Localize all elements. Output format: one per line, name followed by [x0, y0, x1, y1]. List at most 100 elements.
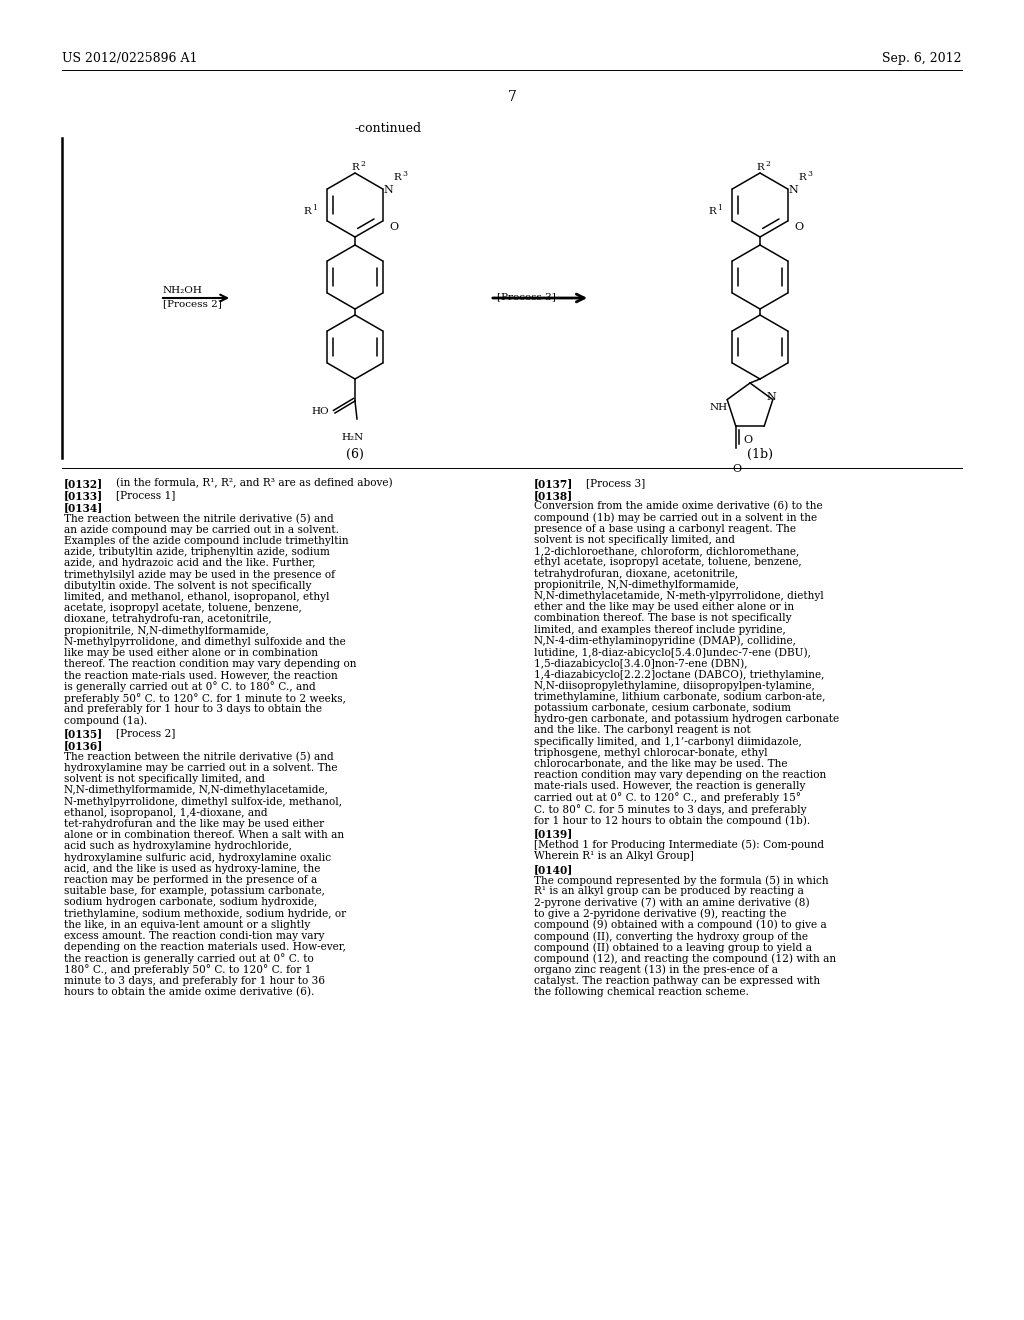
Text: the reaction is generally carried out at 0° C. to: the reaction is generally carried out at…	[63, 953, 313, 965]
Text: HO: HO	[311, 407, 329, 416]
Text: R¹ is an alkyl group can be produced by reacting a: R¹ is an alkyl group can be produced by …	[534, 886, 804, 896]
Text: solvent is not specifically limited, and: solvent is not specifically limited, and	[63, 775, 265, 784]
Text: triphosgene, methyl chlorocar-bonate, ethyl: triphosgene, methyl chlorocar-bonate, et…	[534, 748, 768, 758]
Text: acid such as hydroxylamine hydrochloride,: acid such as hydroxylamine hydrochloride…	[63, 841, 292, 851]
Text: solvent is not specifically limited, and: solvent is not specifically limited, and	[534, 535, 735, 545]
Text: NH₂OH: NH₂OH	[163, 286, 203, 294]
Text: [0133]: [0133]	[63, 490, 103, 502]
Text: Sep. 6, 2012: Sep. 6, 2012	[883, 51, 962, 65]
Text: and preferably for 1 hour to 3 days to obtain the: and preferably for 1 hour to 3 days to o…	[63, 704, 322, 714]
Text: N,N-4-dim-ethylaminopyridine (DMAP), collidine,: N,N-4-dim-ethylaminopyridine (DMAP), col…	[534, 636, 796, 647]
Text: thereof. The reaction condition may vary depending on: thereof. The reaction condition may vary…	[63, 659, 356, 669]
Text: [0134]: [0134]	[63, 503, 103, 513]
Text: compound (1a).: compound (1a).	[63, 715, 147, 726]
Text: combination thereof. The base is not specifically: combination thereof. The base is not spe…	[534, 614, 792, 623]
Text: trimethylamine, lithium carbonate, sodium carbon-ate,: trimethylamine, lithium carbonate, sodiu…	[534, 692, 825, 702]
Text: 7: 7	[508, 90, 516, 104]
Text: hydro-gen carbonate, and potassium hydrogen carbonate: hydro-gen carbonate, and potassium hydro…	[534, 714, 839, 725]
Text: reaction condition may vary depending on the reaction: reaction condition may vary depending on…	[534, 770, 826, 780]
Text: R: R	[708, 207, 716, 216]
Text: The compound represented by the formula (5) in which: The compound represented by the formula …	[534, 875, 828, 886]
Text: organo zinc reagent (13) in the pres-ence of a: organo zinc reagent (13) in the pres-enc…	[534, 965, 778, 975]
Text: for 1 hour to 12 hours to obtain the compound (1b).: for 1 hour to 12 hours to obtain the com…	[534, 814, 810, 825]
Text: depending on the reaction materials used. How-ever,: depending on the reaction materials used…	[63, 942, 346, 952]
Text: acetate, isopropyl acetate, toluene, benzene,: acetate, isopropyl acetate, toluene, ben…	[63, 603, 302, 614]
Text: US 2012/0225896 A1: US 2012/0225896 A1	[62, 51, 198, 65]
Text: [0139]: [0139]	[534, 828, 573, 840]
Text: -continued: -continued	[354, 121, 422, 135]
Text: hours to obtain the amide oxime derivative (6).: hours to obtain the amide oxime derivati…	[63, 987, 314, 998]
Text: N,N-diisopropylethylamine, diisopropylpen-tylamine,: N,N-diisopropylethylamine, diisopropylpe…	[534, 681, 815, 690]
Text: 3: 3	[402, 170, 407, 178]
Text: catalyst. The reaction pathway can be expressed with: catalyst. The reaction pathway can be ex…	[534, 975, 820, 986]
Text: reaction may be performed in the presence of a: reaction may be performed in the presenc…	[63, 875, 317, 884]
Text: ether and the like may be used either alone or in: ether and the like may be used either al…	[534, 602, 795, 612]
Text: triethylamine, sodium methoxide, sodium hydride, or: triethylamine, sodium methoxide, sodium …	[63, 908, 346, 919]
Text: compound (1b) may be carried out in a solvent in the: compound (1b) may be carried out in a so…	[534, 512, 817, 523]
Text: [0132]: [0132]	[63, 478, 103, 488]
Text: [0135]: [0135]	[63, 729, 103, 739]
Text: [0136]: [0136]	[63, 741, 103, 751]
Text: [0137]: [0137]	[534, 478, 573, 488]
Text: the reaction mate-rials used. However, the reaction: the reaction mate-rials used. However, t…	[63, 671, 338, 680]
Text: and the like. The carbonyl reagent is not: and the like. The carbonyl reagent is no…	[534, 726, 751, 735]
Text: propionitrile, N,N-dimethylformamide,: propionitrile, N,N-dimethylformamide,	[534, 579, 739, 590]
Text: presence of a base using a carbonyl reagent. The: presence of a base using a carbonyl reag…	[534, 524, 796, 533]
Text: 1,2-dichloroethane, chloroform, dichloromethane,: 1,2-dichloroethane, chloroform, dichloro…	[534, 546, 800, 556]
Text: [Process 3]: [Process 3]	[497, 292, 556, 301]
Text: acid, and the like is used as hydroxy-lamine, the: acid, and the like is used as hydroxy-la…	[63, 863, 321, 874]
Text: trimethylsilyl azide may be used in the presence of: trimethylsilyl azide may be used in the …	[63, 570, 335, 579]
Text: dioxane, tetrahydrofu-ran, acetonitrile,: dioxane, tetrahydrofu-ran, acetonitrile,	[63, 614, 271, 624]
Text: C. to 80° C. for 5 minutes to 3 days, and preferably: C. to 80° C. for 5 minutes to 3 days, an…	[534, 804, 807, 814]
Text: alone or in combination thereof. When a salt with an: alone or in combination thereof. When a …	[63, 830, 344, 841]
Text: O: O	[732, 465, 741, 474]
Text: (in the formula, R¹, R², and R³ are as defined above): (in the formula, R¹, R², and R³ are as d…	[116, 478, 392, 488]
Text: R: R	[798, 173, 806, 182]
Text: O: O	[794, 222, 803, 232]
Text: tet-rahydrofuran and the like may be used either: tet-rahydrofuran and the like may be use…	[63, 818, 325, 829]
Text: [Process 3]: [Process 3]	[586, 478, 645, 488]
Text: mate-rials used. However, the reaction is generally: mate-rials used. However, the reaction i…	[534, 781, 805, 792]
Text: propionitrile, N,N-dimethylformamide,: propionitrile, N,N-dimethylformamide,	[63, 626, 269, 636]
Text: R: R	[351, 162, 358, 172]
Text: N,N-dimethylacetamide, N-meth-ylpyrrolidone, diethyl: N,N-dimethylacetamide, N-meth-ylpyrrolid…	[534, 591, 823, 601]
Text: sodium hydrogen carbonate, sodium hydroxide,: sodium hydrogen carbonate, sodium hydrox…	[63, 898, 317, 907]
Text: azide, tributyltin azide, triphenyltin azide, sodium: azide, tributyltin azide, triphenyltin a…	[63, 548, 330, 557]
Text: The reaction between the nitrile derivative (5) and: The reaction between the nitrile derivat…	[63, 752, 334, 762]
Text: dibutyltin oxide. The solvent is not specifically: dibutyltin oxide. The solvent is not spe…	[63, 581, 311, 591]
Text: O: O	[389, 222, 398, 232]
Text: 180° C., and preferably 50° C. to 120° C. for 1: 180° C., and preferably 50° C. to 120° C…	[63, 965, 311, 975]
Text: N,N-dimethylformamide, N,N-dimethylacetamide,: N,N-dimethylformamide, N,N-dimethylaceta…	[63, 785, 328, 796]
Text: 3: 3	[807, 170, 812, 178]
Text: 1,5-diazabicyclo[3.4.0]non-7-ene (DBN),: 1,5-diazabicyclo[3.4.0]non-7-ene (DBN),	[534, 659, 748, 669]
Text: The reaction between the nitrile derivative (5) and: The reaction between the nitrile derivat…	[63, 513, 334, 524]
Text: compound (12), and reacting the compound (12) with an: compound (12), and reacting the compound…	[534, 953, 837, 964]
Text: carried out at 0° C. to 120° C., and preferably 15°: carried out at 0° C. to 120° C., and pre…	[534, 792, 801, 804]
Text: [Process 2]: [Process 2]	[116, 729, 175, 738]
Text: R: R	[756, 162, 764, 172]
Text: compound (II) obtained to a leaving group to yield a: compound (II) obtained to a leaving grou…	[534, 942, 812, 953]
Text: the following chemical reaction scheme.: the following chemical reaction scheme.	[534, 987, 749, 997]
Text: 1: 1	[717, 205, 722, 213]
Text: specifically limited, and 1,1’-carbonyl diimidazole,: specifically limited, and 1,1’-carbonyl …	[534, 737, 802, 747]
Text: R: R	[393, 173, 400, 182]
Text: to give a 2-pyridone derivative (9), reacting the: to give a 2-pyridone derivative (9), rea…	[534, 908, 786, 919]
Text: Conversion from the amide oxime derivative (6) to the: Conversion from the amide oxime derivati…	[534, 502, 822, 512]
Text: Wherein R¹ is an Alkyl Group]: Wherein R¹ is an Alkyl Group]	[534, 850, 694, 861]
Text: [Method 1 for Producing Intermediate (5): Com-pound: [Method 1 for Producing Intermediate (5)…	[534, 840, 824, 850]
Text: NH: NH	[710, 403, 728, 412]
Text: limited, and examples thereof include pyridine,: limited, and examples thereof include py…	[534, 624, 785, 635]
Text: [Process 2]: [Process 2]	[163, 300, 222, 308]
Text: azide, and hydrazoic acid and the like. Further,: azide, and hydrazoic acid and the like. …	[63, 558, 315, 569]
Text: potassium carbonate, cesium carbonate, sodium: potassium carbonate, cesium carbonate, s…	[534, 704, 791, 713]
Text: the like, in an equiva-lent amount or a slightly: the like, in an equiva-lent amount or a …	[63, 920, 310, 929]
Text: [0138]: [0138]	[534, 490, 573, 502]
Text: N-methylpyrrolidone, and dimethyl sulfoxide and the: N-methylpyrrolidone, and dimethyl sulfox…	[63, 636, 346, 647]
Text: [Process 1]: [Process 1]	[116, 490, 175, 500]
Text: 2-pyrone derivative (7) with an amine derivative (8): 2-pyrone derivative (7) with an amine de…	[534, 898, 810, 908]
Text: preferably 50° C. to 120° C. for 1 minute to 2 weeks,: preferably 50° C. to 120° C. for 1 minut…	[63, 693, 346, 704]
Text: 2: 2	[765, 160, 770, 168]
Text: like may be used either alone or in combination: like may be used either alone or in comb…	[63, 648, 318, 657]
Text: (1b): (1b)	[746, 447, 773, 461]
Text: N: N	[383, 185, 393, 195]
